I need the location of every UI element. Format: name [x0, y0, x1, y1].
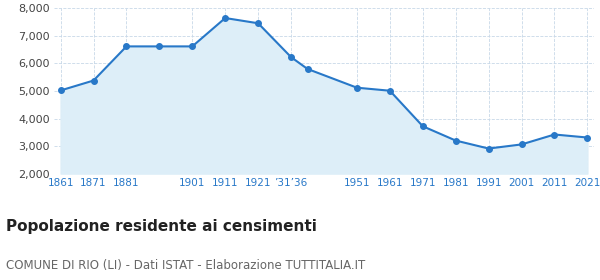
Text: Popolazione residente ai censimenti: Popolazione residente ai censimenti — [6, 219, 317, 234]
Text: COMUNE DI RIO (LI) - Dati ISTAT - Elaborazione TUTTITALIA.IT: COMUNE DI RIO (LI) - Dati ISTAT - Elabor… — [6, 259, 365, 272]
